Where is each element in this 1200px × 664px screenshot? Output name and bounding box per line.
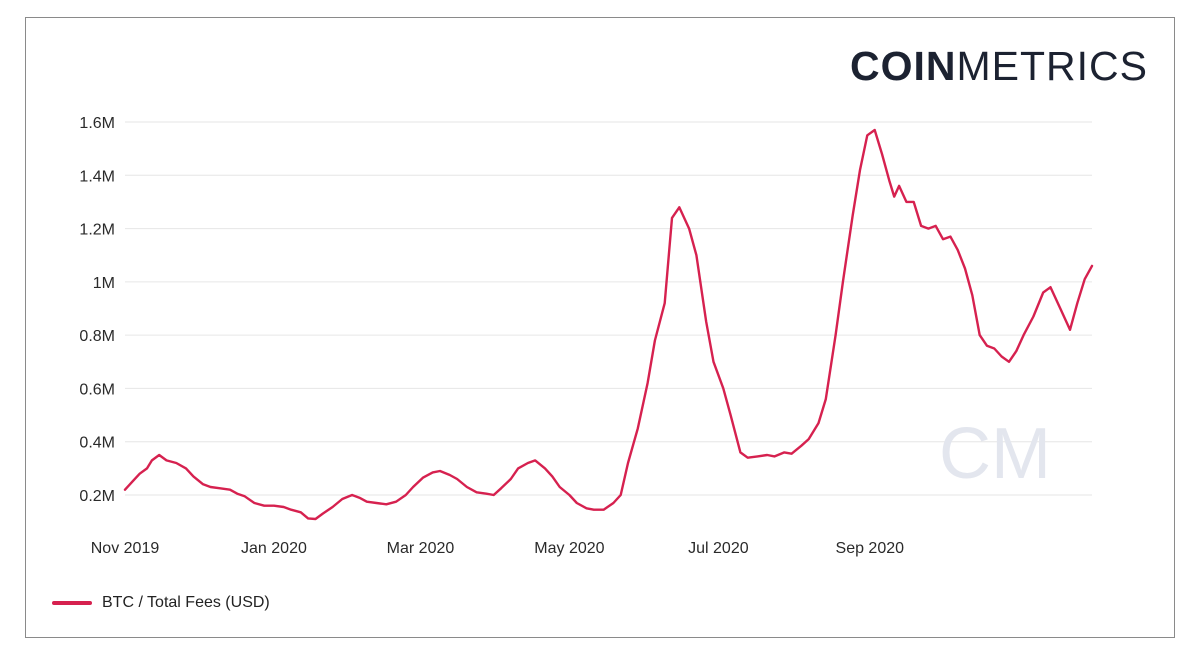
x-tick-label: Nov 2019 — [91, 540, 160, 557]
y-tick-label: 0.6M — [79, 381, 115, 398]
chart-card — [25, 17, 1175, 638]
grid-lines — [125, 121, 1092, 496]
x-tick-label: May 2020 — [534, 540, 604, 557]
y-tick-label: 0.4M — [79, 435, 115, 452]
logo-text-bold: COIN — [850, 43, 957, 89]
y-tick-label: 0.2M — [79, 488, 115, 505]
x-tick-label: Jul 2020 — [688, 540, 749, 557]
legend-swatch — [52, 601, 92, 605]
y-tick-label: 1.4M — [79, 168, 115, 185]
x-tick-label: Sep 2020 — [836, 540, 905, 557]
legend-label: BTC / Total Fees (USD) — [102, 594, 270, 611]
series-line-btc-total-fees — [123, 128, 1094, 521]
y-tick-label: 1M — [93, 275, 115, 292]
x-tick-label: Mar 2020 — [387, 540, 455, 557]
y-tick-label: 1.2M — [79, 222, 115, 239]
legend[interactable]: BTC / Total Fees (USD) — [52, 594, 270, 612]
y-tick-label: 0.8M — [79, 328, 115, 345]
cm-watermark: CM — [939, 414, 1051, 494]
y-tick-label: 1.6M — [79, 115, 115, 132]
coinmetrics-logo: COINMETRICS — [850, 44, 1148, 88]
x-axis: Nov 2019 Jan 2020 Mar 2020 May 2020 Jul 2020… — [91, 540, 904, 557]
logo-text-light: METRICS — [956, 43, 1148, 89]
x-tick-label: Jan 2020 — [241, 540, 307, 557]
y-axis: 0.2M 0.4M 0.6M 0.8M 1M 1.2M 1.4M 1.6M — [79, 115, 115, 505]
